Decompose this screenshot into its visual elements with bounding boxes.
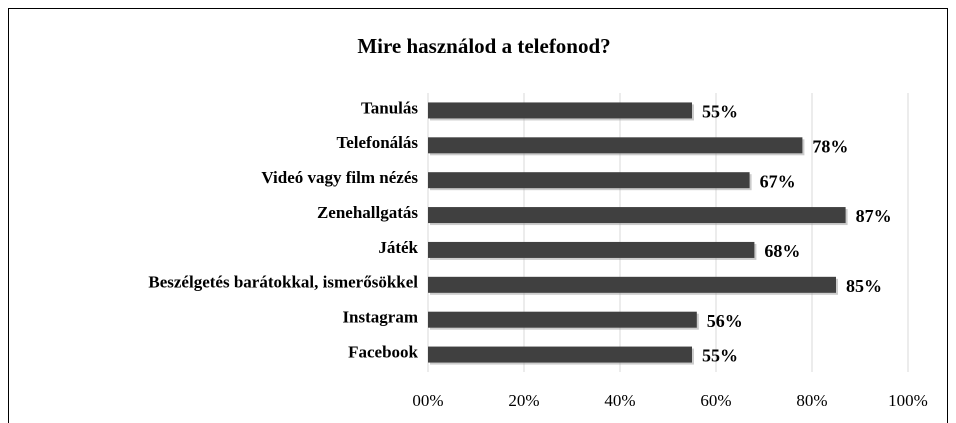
data-label: 78% bbox=[812, 136, 848, 156]
bar bbox=[428, 172, 750, 189]
y-tick-label: Játék bbox=[378, 238, 418, 257]
x-tick-label: 00% bbox=[412, 391, 443, 410]
y-tick-label: Zenehallgatás bbox=[317, 203, 418, 222]
x-tick-label: 40% bbox=[604, 391, 635, 410]
x-tick-label: 60% bbox=[700, 391, 731, 410]
data-label: 67% bbox=[760, 171, 796, 191]
data-label: 85% bbox=[846, 276, 882, 296]
bar bbox=[428, 346, 692, 363]
y-tick-label: Beszélgetés barátokkal, ismerősökkel bbox=[148, 273, 418, 292]
bar bbox=[428, 241, 755, 258]
x-tick-label: 100% bbox=[888, 391, 928, 410]
bar bbox=[428, 137, 803, 154]
data-label: 87% bbox=[856, 206, 892, 226]
bar bbox=[428, 276, 836, 293]
x-tick-label: 80% bbox=[796, 391, 827, 410]
data-label: 56% bbox=[707, 311, 743, 331]
y-tick-label: Telefonálás bbox=[336, 133, 418, 152]
y-tick-label: Facebook bbox=[348, 342, 418, 361]
y-tick-label: Videó vagy film nézés bbox=[261, 168, 418, 187]
data-label: 68% bbox=[764, 241, 800, 261]
data-label: 55% bbox=[702, 346, 738, 366]
y-tick-label: Instagram bbox=[342, 308, 418, 327]
chart-title: Mire használod a telefonod? bbox=[357, 34, 610, 58]
bar bbox=[428, 102, 692, 119]
data-label: 55% bbox=[702, 102, 738, 122]
bar bbox=[428, 311, 697, 328]
y-tick-label: Tanulás bbox=[361, 98, 418, 117]
x-tick-label: 20% bbox=[508, 391, 539, 410]
bar bbox=[428, 207, 846, 224]
